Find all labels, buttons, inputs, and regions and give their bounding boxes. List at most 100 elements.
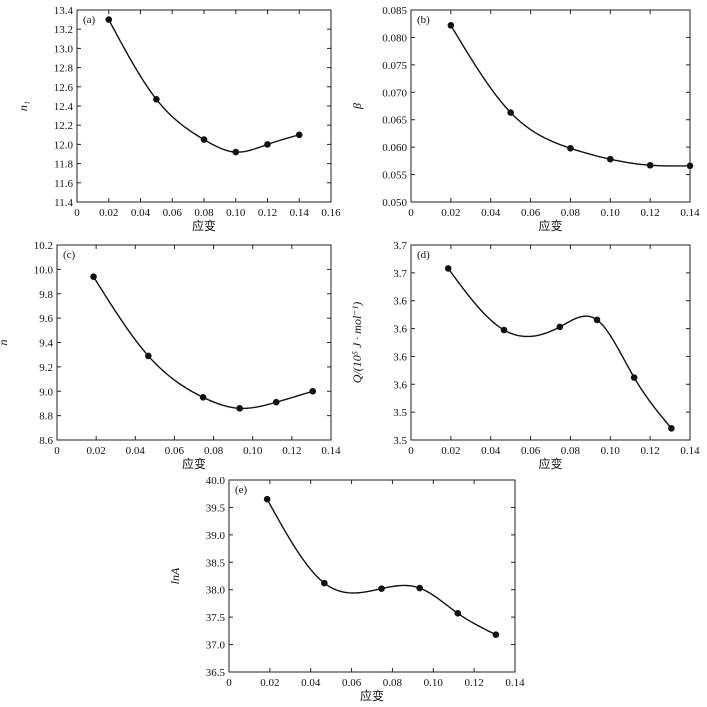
data-point	[454, 610, 462, 617]
y-tick-label: 40.0	[206, 475, 226, 487]
chart-panel: (b) 0 0.02 0.04 0.06 0.08 0.10 0.12 0.14 0.050 0.0…	[350, 5, 700, 233]
x-tick-label: 0	[408, 207, 414, 219]
y-tick-label: 9.8	[39, 289, 53, 301]
y-tick-label: 11.6	[54, 178, 73, 190]
y-tick-label: 3.6	[393, 379, 407, 391]
panel-label: (e)	[235, 484, 248, 496]
y-tick-label: 0.055	[382, 170, 407, 182]
data-point	[416, 584, 423, 592]
y-tick-label: 0.075	[382, 60, 407, 72]
y-tick-label: 12.4	[54, 101, 74, 113]
x-tick-label: 0.02	[99, 207, 118, 219]
x-tick-label: 0.12	[258, 207, 277, 219]
y-tick-label: 36.5	[206, 667, 226, 679]
panel-label: (d)	[417, 249, 430, 261]
y-tick-label: 3.5	[393, 407, 407, 419]
y-tick-label: 8.8	[39, 411, 53, 423]
x-tick-label: 0.10	[601, 207, 621, 219]
y-tick-label: 38.5	[206, 557, 226, 569]
chart-panel: (e) 0 0.02 0.04 0.06 0.08 0.10 0.12 0.14 36.5 37.0…	[168, 475, 525, 703]
y-tick-label: 0.070	[382, 87, 407, 99]
data-point	[309, 387, 317, 395]
chart-panel: (c) 0 0.02 0.04 0.06 0.08 0.10 0.12 0.14 8.6 8.8 9.…	[0, 240, 341, 471]
y-tick-label: 38.0	[206, 585, 226, 597]
data-point	[556, 323, 564, 331]
fit-curve	[450, 25, 691, 167]
y-tick-label: 3.6	[393, 324, 407, 336]
x-tick-label: 0.06	[521, 445, 541, 457]
x-axis-label: 应变	[360, 688, 384, 703]
x-tick-label: 0.10	[226, 207, 246, 219]
x-tick-label: 0.14	[290, 207, 310, 219]
y-tick-label: 13.4	[54, 5, 74, 17]
x-tick-label: 0.06	[165, 445, 185, 457]
x-tick-label: 0.02	[441, 445, 460, 457]
y-tick-label: 9.2	[39, 362, 53, 374]
y-tick-label: 12.2	[54, 120, 73, 132]
data-point	[105, 16, 113, 23]
x-tick-label: 0.14	[680, 445, 700, 457]
y-axis-label: n	[0, 340, 10, 346]
data-point	[378, 585, 385, 592]
y-tick-label: 11.8	[54, 159, 73, 171]
data-point	[668, 425, 675, 432]
x-tick-label: 0.14	[505, 677, 525, 689]
y-tick-label: 0.080	[382, 32, 407, 44]
x-tick-label: 0.10	[243, 445, 263, 457]
y-tick-label: 10.2	[34, 240, 53, 252]
y-axis-label: Q/(10⁵ J · mol⁻¹)	[350, 302, 364, 383]
x-tick-label: 0.04	[481, 445, 501, 457]
data-point	[272, 398, 280, 406]
y-tick-label: 39.5	[206, 502, 226, 514]
x-tick-label: 0.02	[260, 677, 279, 689]
y-axis-label: lnA	[168, 567, 182, 584]
x-tick-label: 0	[54, 445, 60, 457]
y-tick-label: 0.060	[382, 142, 407, 154]
plot-frame	[76, 9, 332, 203]
data-point	[263, 495, 271, 503]
x-tick-label: 0.08	[204, 445, 224, 457]
x-tick-label: 0	[226, 677, 232, 689]
data-point	[686, 162, 694, 170]
y-tick-label: 13.2	[54, 24, 73, 36]
data-point	[447, 22, 455, 29]
data-point	[236, 405, 243, 412]
data-point	[630, 374, 638, 381]
chart-panel: (a) 0 0.02 0.04 0.06 0.08 0.10 0.12 0.14 0.16 11.4…	[16, 5, 341, 233]
panel-label: (b)	[417, 14, 430, 26]
data-point	[90, 273, 97, 280]
x-tick-label: 0.04	[301, 677, 321, 689]
fit-curve	[108, 19, 300, 153]
x-tick-label: 0.04	[481, 207, 501, 219]
x-axis-label: 应变	[192, 218, 216, 233]
fit-curve	[266, 498, 497, 636]
y-tick-label: 3.7	[393, 240, 407, 252]
y-tick-label: 37.0	[206, 640, 226, 652]
data-point	[295, 131, 303, 139]
data-point	[145, 352, 152, 360]
y-tick-label: 0.065	[382, 115, 407, 127]
x-axis-label: 应变	[538, 218, 562, 233]
y-tick-label: 12.8	[54, 63, 74, 75]
x-tick-label: 0.08	[561, 445, 581, 457]
data-point	[199, 394, 207, 401]
y-tick-label: 9.6	[39, 313, 53, 325]
y-tick-label: 3.7	[393, 268, 407, 280]
fit-curve	[447, 267, 672, 429]
y-tick-label: 12.6	[54, 82, 74, 94]
y-tick-label: 3.5	[393, 435, 407, 447]
y-tick-label: 13.0	[54, 43, 74, 55]
panel-label: (c)	[63, 249, 76, 261]
x-tick-label: 0.08	[561, 207, 581, 219]
panel-label: (a)	[83, 14, 96, 26]
x-tick-label: 0.10	[601, 445, 621, 457]
x-tick-label: 0.02	[441, 207, 460, 219]
data-point	[321, 579, 328, 587]
data-point	[593, 316, 601, 324]
y-tick-label: 3.6	[393, 351, 407, 363]
x-tick-label: 0.12	[641, 445, 660, 457]
x-tick-label: 0	[408, 445, 414, 457]
x-tick-label: 0.14	[321, 445, 341, 457]
data-point	[507, 109, 514, 116]
